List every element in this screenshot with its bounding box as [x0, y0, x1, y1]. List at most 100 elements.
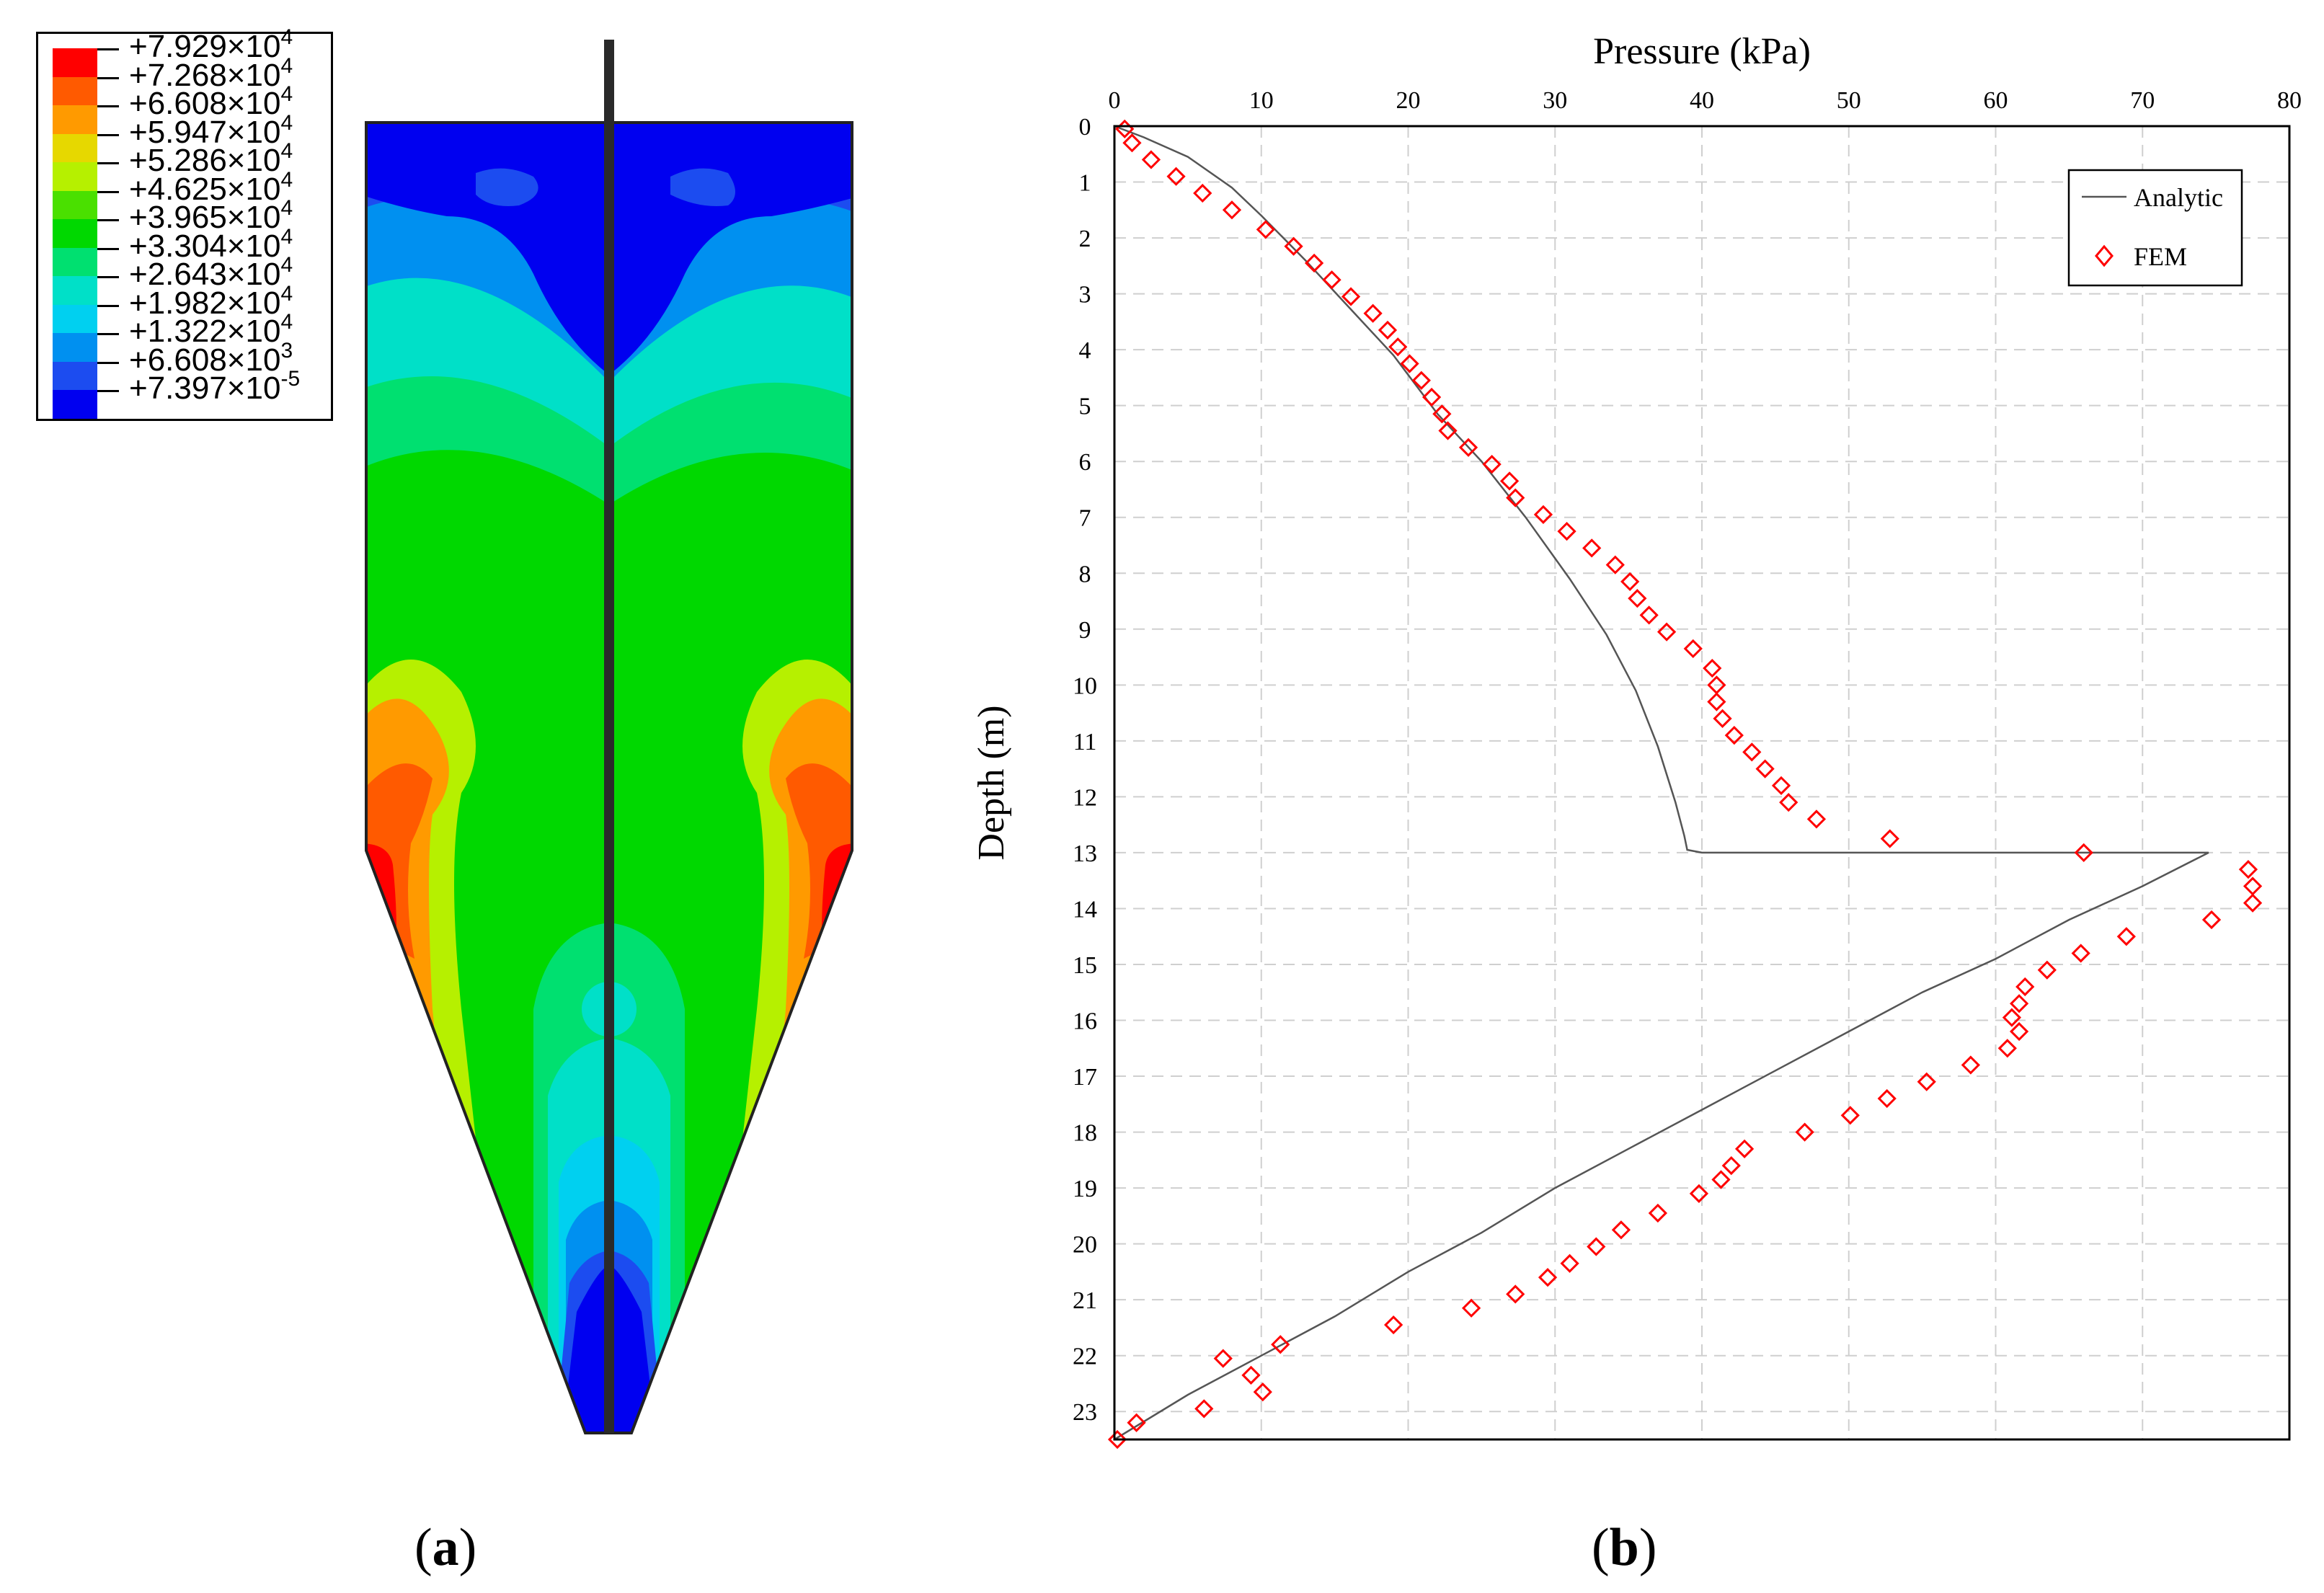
- center-rod: [604, 40, 614, 1433]
- legend-swatch: [53, 162, 97, 191]
- fem-data-point: [1877, 1088, 1897, 1109]
- x-tick-label: 20: [1396, 87, 1421, 114]
- contour-legend: +7.929×104 +7.268×104 +6.608×104 +5.947×104…: [36, 27, 333, 421]
- fem-data-point: [1683, 639, 1703, 659]
- legend-label: +4.625×104: [129, 167, 293, 207]
- y-tick-label: 16: [1073, 1008, 1097, 1035]
- fem-data-point: [1432, 404, 1452, 424]
- y-tick-label: 8: [1079, 561, 1091, 587]
- legend-tick: [97, 390, 119, 392]
- legend-swatch: [53, 390, 97, 419]
- legend-label: +7.268×104: [129, 53, 293, 93]
- fem-data-point: [1499, 471, 1520, 491]
- fem-data-point: [1384, 1315, 1403, 1335]
- y-tick-label: 13: [1073, 840, 1097, 867]
- y-tick-label: 5: [1079, 394, 1091, 420]
- fem-data-point: [1213, 1349, 1233, 1368]
- legend-label: +1.982×104: [129, 281, 293, 321]
- fem-data-point: [1284, 236, 1303, 256]
- legend-label: +3.304×104: [129, 224, 293, 264]
- fem-data-point: [1222, 200, 1242, 220]
- fem-data-point: [1997, 1039, 2017, 1058]
- y-tick-label: 2: [1079, 226, 1091, 252]
- fem-data-point: [1755, 759, 1775, 778]
- tick-layer: 0 10 20 30 40 50 60 70 8001234567891011121314151…: [1073, 87, 2302, 1426]
- fem-data-point: [1582, 538, 1602, 558]
- fem-data-point: [1538, 1268, 1558, 1287]
- fem-data-point: [1742, 742, 1762, 762]
- fem-data-point: [1241, 1365, 1261, 1385]
- fem-data-point: [2243, 877, 2263, 896]
- fem-data-point: [1107, 1429, 1127, 1450]
- legend-swatch: [53, 190, 97, 220]
- fem-data-point: [1648, 1203, 1667, 1223]
- fem-data-point: [1256, 220, 1275, 239]
- legend-swatch: [53, 333, 97, 362]
- panel-label-b: (b): [1592, 1518, 1657, 1577]
- legend-tick: [97, 48, 119, 50]
- fem-data-point: [1707, 692, 1726, 711]
- fem-data-point: [2116, 927, 2136, 946]
- fem-data-point: [2074, 843, 2093, 863]
- plot-frame: [1113, 125, 2291, 1441]
- contour-blob-right: [670, 168, 735, 206]
- fem-data-point: [1422, 387, 1442, 407]
- fem-data-point: [1193, 183, 1212, 203]
- fem-data-point: [1628, 589, 1647, 608]
- x-tick-label: 40: [1690, 87, 1714, 114]
- fem-data-point: [1771, 776, 1791, 795]
- legend-swatch: [53, 247, 97, 277]
- fem-data-point: [1560, 1253, 1579, 1273]
- y-tick-label: 11: [1073, 729, 1097, 755]
- fem-data-point: [1341, 287, 1361, 306]
- legend-swatch: [53, 48, 97, 77]
- y-axis-title: Depth (m): [971, 705, 1012, 860]
- chart-legend-box: [2067, 169, 2243, 287]
- legend-tick: [97, 162, 119, 164]
- fem-data-point: [1378, 320, 1398, 340]
- fem-data-point: [1840, 1106, 1860, 1125]
- series-layer: [1107, 119, 2263, 1450]
- fem-data-point: [1734, 1139, 1755, 1158]
- legend-tick: [97, 105, 119, 107]
- fem-data-point: [1122, 133, 1142, 153]
- chart-legend: Analytic FEM: [2067, 169, 2243, 287]
- x-tick-label: 70: [2130, 87, 2155, 114]
- fem-data-point: [2009, 1021, 2029, 1042]
- legend-swatch: [53, 76, 97, 106]
- fem-data-point: [1194, 1399, 1214, 1419]
- y-tick-label: 23: [1073, 1399, 1097, 1426]
- x-tick-label: 30: [1543, 87, 1567, 114]
- grid-layer: [1114, 126, 2289, 1439]
- fem-data-point: [1639, 605, 1659, 625]
- x-tick-label: 50: [1837, 87, 1861, 114]
- contour-band-darkblue-left: [366, 123, 609, 375]
- legend-label: +1.322×104: [129, 310, 293, 349]
- fem-data-point: [1703, 658, 1722, 678]
- legend-tick: [97, 76, 119, 79]
- fem-data-point: [1127, 1413, 1146, 1432]
- legend-swatch: [53, 361, 97, 391]
- fem-data-point: [1411, 370, 1431, 390]
- fem-data-point: [1880, 829, 1899, 848]
- legend-label: +5.947×104: [129, 110, 293, 150]
- legend-label: +7.397×10-5: [129, 367, 301, 406]
- legend-swatch: [53, 276, 97, 305]
- fem-data-point: [1806, 809, 1827, 829]
- fem-data-point: [2201, 910, 2222, 930]
- fem-data-point: [1506, 488, 1525, 507]
- fem-data-point: [1141, 150, 1161, 169]
- x-tick-label: 60: [1984, 87, 2008, 114]
- series-analytic-line: [1114, 125, 2209, 1441]
- fem-data-point: [1253, 1382, 1272, 1402]
- fem-data-point: [1363, 303, 1383, 323]
- x-tick-label: 80: [2277, 87, 2302, 114]
- fem-data-point: [1461, 1298, 1481, 1318]
- legend-tick: [97, 247, 119, 250]
- legend-fem-swatch: [2095, 244, 2114, 267]
- x-tick-label: 10: [1249, 87, 1274, 114]
- fem-data-point: [1557, 521, 1576, 541]
- fem-data-point: [1620, 572, 1640, 592]
- fem-data-point: [1271, 1335, 1290, 1354]
